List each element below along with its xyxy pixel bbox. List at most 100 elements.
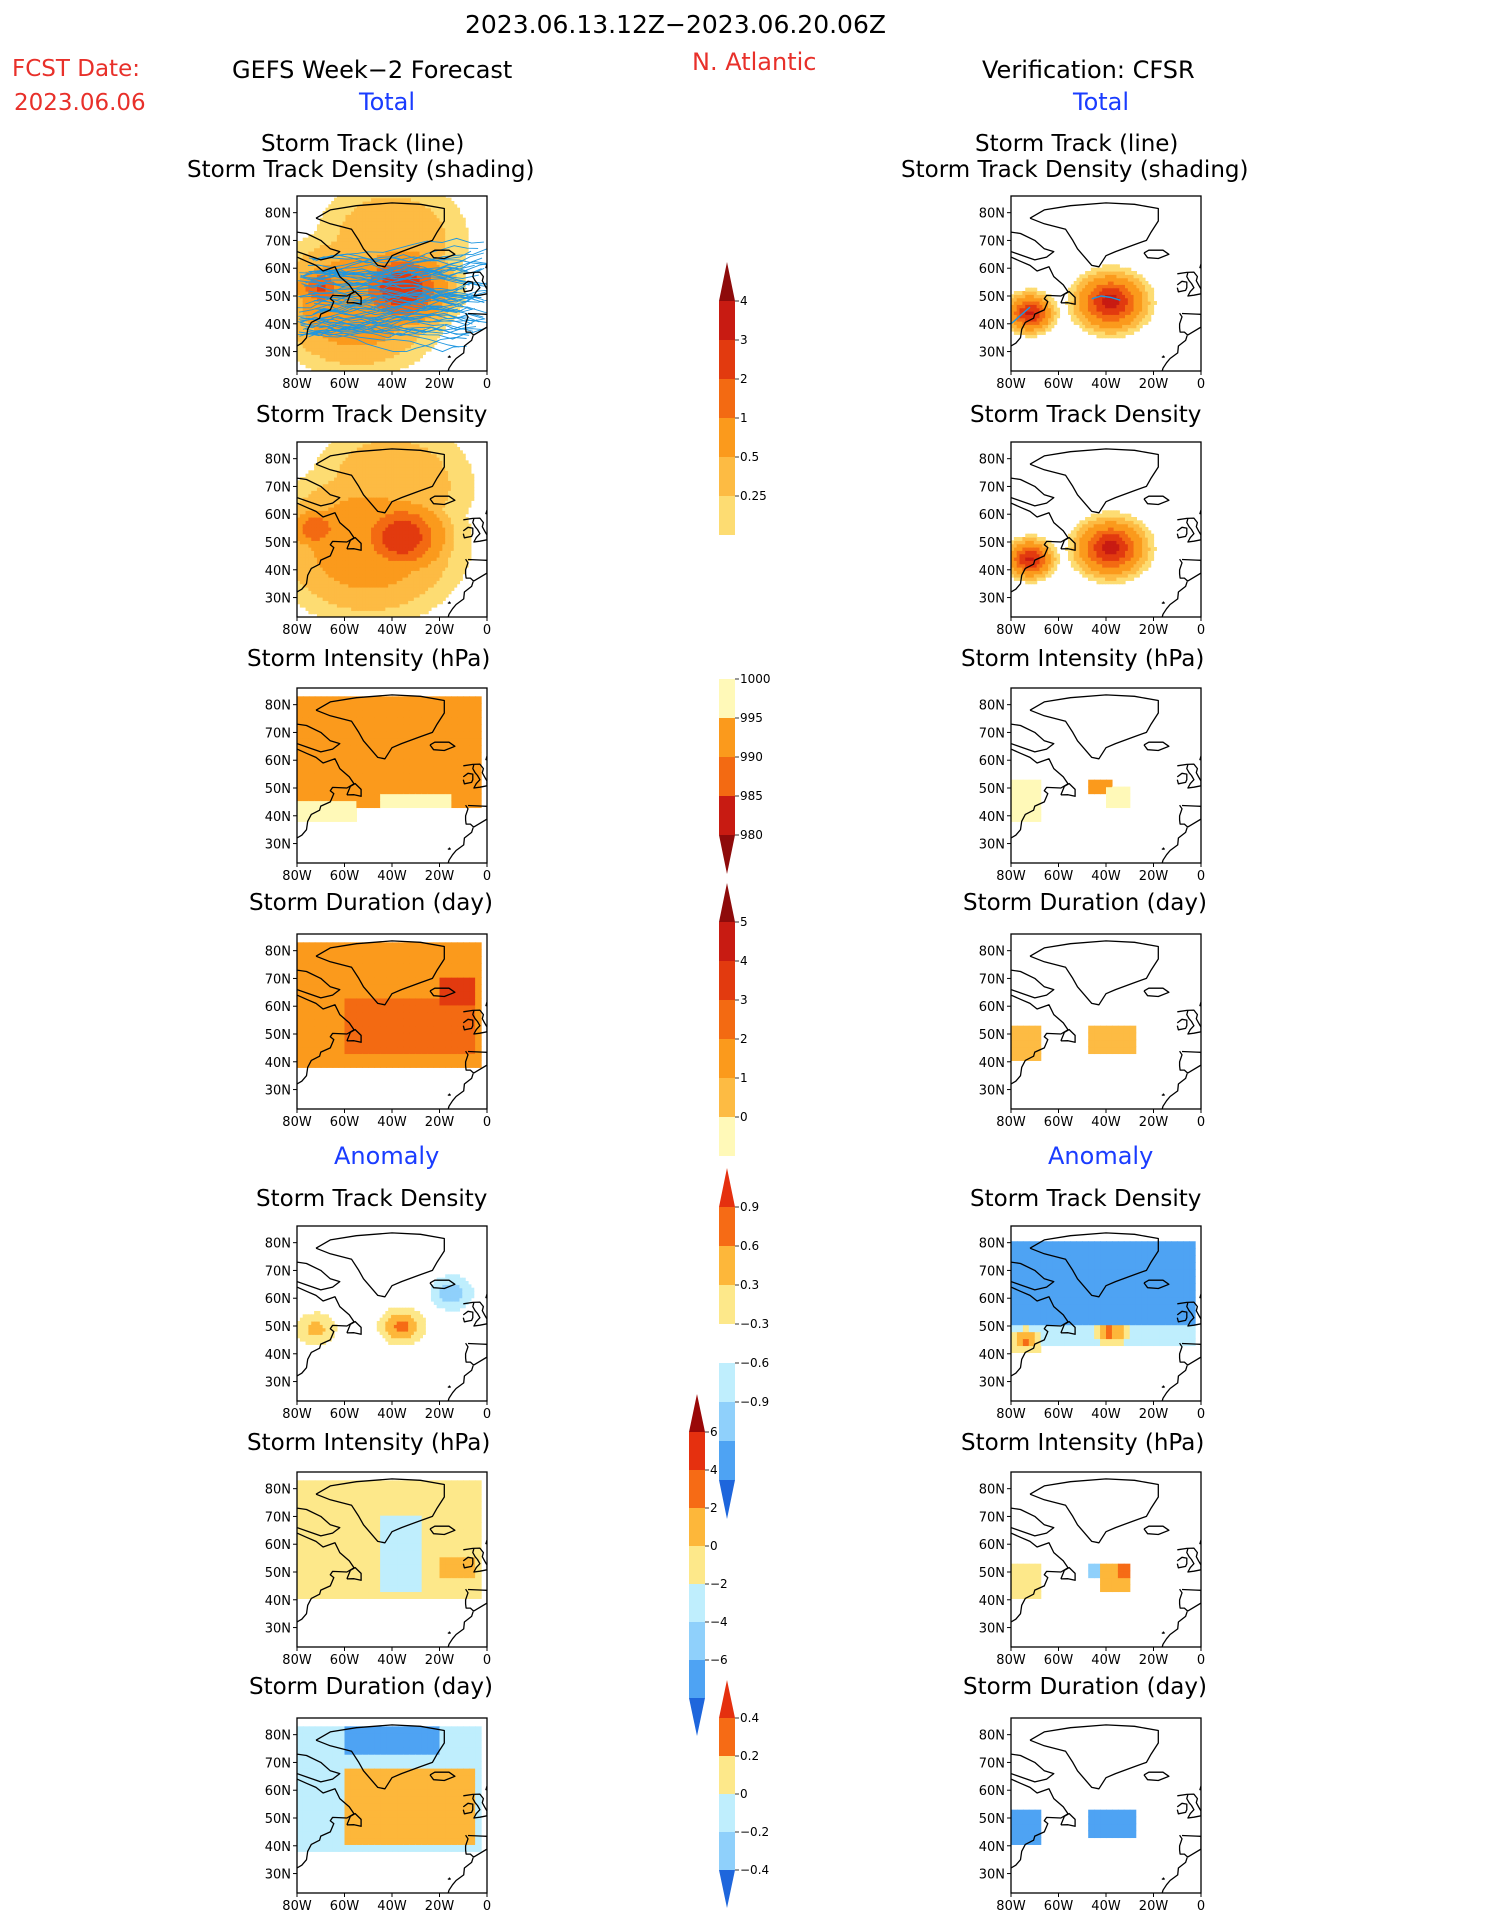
heat-cell [339, 214, 344, 219]
heat-cell [1019, 314, 1023, 319]
heat-cell [328, 281, 332, 285]
heat-cell [325, 603, 329, 608]
heat-cell [1127, 314, 1132, 319]
heat-cell [362, 344, 366, 349]
heat-cell [416, 251, 421, 255]
heat-cell [456, 214, 461, 219]
heat-cell [439, 211, 443, 215]
heat-cell [373, 247, 378, 252]
heat-cell [373, 204, 378, 209]
heat-cell [336, 550, 341, 555]
heat-cell [399, 307, 404, 312]
heat-cell [336, 523, 341, 528]
heat-cell [1142, 301, 1146, 305]
heat-cell [319, 497, 324, 501]
heat-cell [425, 347, 429, 352]
heat-cell [425, 207, 429, 212]
heat-cell [1073, 321, 1078, 325]
heat-cell [462, 247, 466, 252]
heat-cell [379, 361, 384, 365]
heat-cell [1090, 314, 1095, 319]
heat-cell [334, 351, 338, 355]
heat-cell [399, 221, 404, 225]
heat-cell [365, 500, 369, 505]
heat-cell [351, 227, 355, 232]
heat-cell [316, 361, 321, 365]
heat-cell [368, 251, 372, 255]
heat-cell [428, 197, 432, 202]
heat-cell [371, 497, 375, 501]
heat-cell [359, 523, 364, 528]
heat-cell [1082, 284, 1086, 289]
heat-cell [1082, 287, 1086, 292]
heat-cell [325, 364, 329, 369]
heat-cell [408, 221, 412, 225]
storm-track-line [315, 248, 487, 264]
heat-cell [336, 463, 341, 468]
heat-cell [388, 347, 392, 352]
heat-cell [302, 307, 307, 312]
heat-cell [351, 341, 355, 345]
heat-cell [348, 513, 352, 518]
heat-cell [299, 297, 304, 302]
heat-cell [1102, 301, 1106, 305]
heat-cell [316, 264, 321, 269]
heat-cell [362, 251, 366, 255]
heat-cell [405, 287, 409, 292]
heat-cell [368, 507, 372, 511]
heat-cell [453, 274, 458, 279]
heat-cell [1045, 327, 1049, 332]
heat-cell [362, 224, 366, 229]
heat-cell [299, 557, 304, 561]
heat-cell [1125, 271, 1129, 275]
heat-cell [351, 274, 355, 279]
heat-cell [1107, 334, 1112, 339]
heat-cell [1133, 327, 1137, 332]
heat-cell [411, 297, 415, 302]
heat-cell [325, 450, 329, 455]
heat-cell [368, 224, 372, 229]
heat-cell [408, 284, 412, 289]
heat-cell [311, 477, 315, 481]
heat-cell [413, 231, 418, 235]
heat-cell [422, 334, 426, 339]
heat-cell [336, 570, 341, 575]
heat-cell [351, 211, 355, 215]
heat-cell [1050, 297, 1055, 302]
heat-cell [319, 314, 324, 319]
heat-cell [388, 217, 392, 222]
heat-cell [368, 470, 372, 475]
heat-cell [359, 447, 364, 451]
heat-cell [442, 284, 446, 289]
heat-cell [351, 347, 355, 352]
heat-cell [373, 597, 378, 601]
heat-cell [339, 257, 344, 262]
heat-cell [413, 241, 418, 245]
heat-cell [328, 297, 332, 302]
heat-cell [362, 347, 366, 352]
panel11-title: Storm Intensity (hPa) [247, 1430, 491, 1456]
heat-cell [311, 527, 315, 531]
heat-cell [359, 483, 364, 488]
heat-cell [1013, 324, 1018, 329]
heat-cell [1033, 327, 1038, 332]
heat-cell [334, 347, 338, 352]
heat-cell [399, 324, 404, 329]
heat-cell [419, 201, 423, 205]
heat-cell [365, 587, 369, 591]
heat-cell [299, 510, 304, 515]
heat-cell [373, 274, 378, 279]
heat-cell [1082, 304, 1086, 309]
heat-cell [334, 307, 338, 312]
heat-cell [1113, 317, 1118, 322]
heat-cell [419, 331, 423, 335]
heat-cell [1127, 331, 1132, 335]
heat-cell [334, 507, 338, 511]
heat-cell [334, 540, 338, 545]
heat-cell [430, 211, 435, 215]
heat-cell [302, 344, 307, 349]
heat-cell [302, 483, 307, 488]
heat-cell [359, 590, 364, 595]
heat-cell [448, 251, 452, 255]
heat-cell [1096, 271, 1100, 275]
